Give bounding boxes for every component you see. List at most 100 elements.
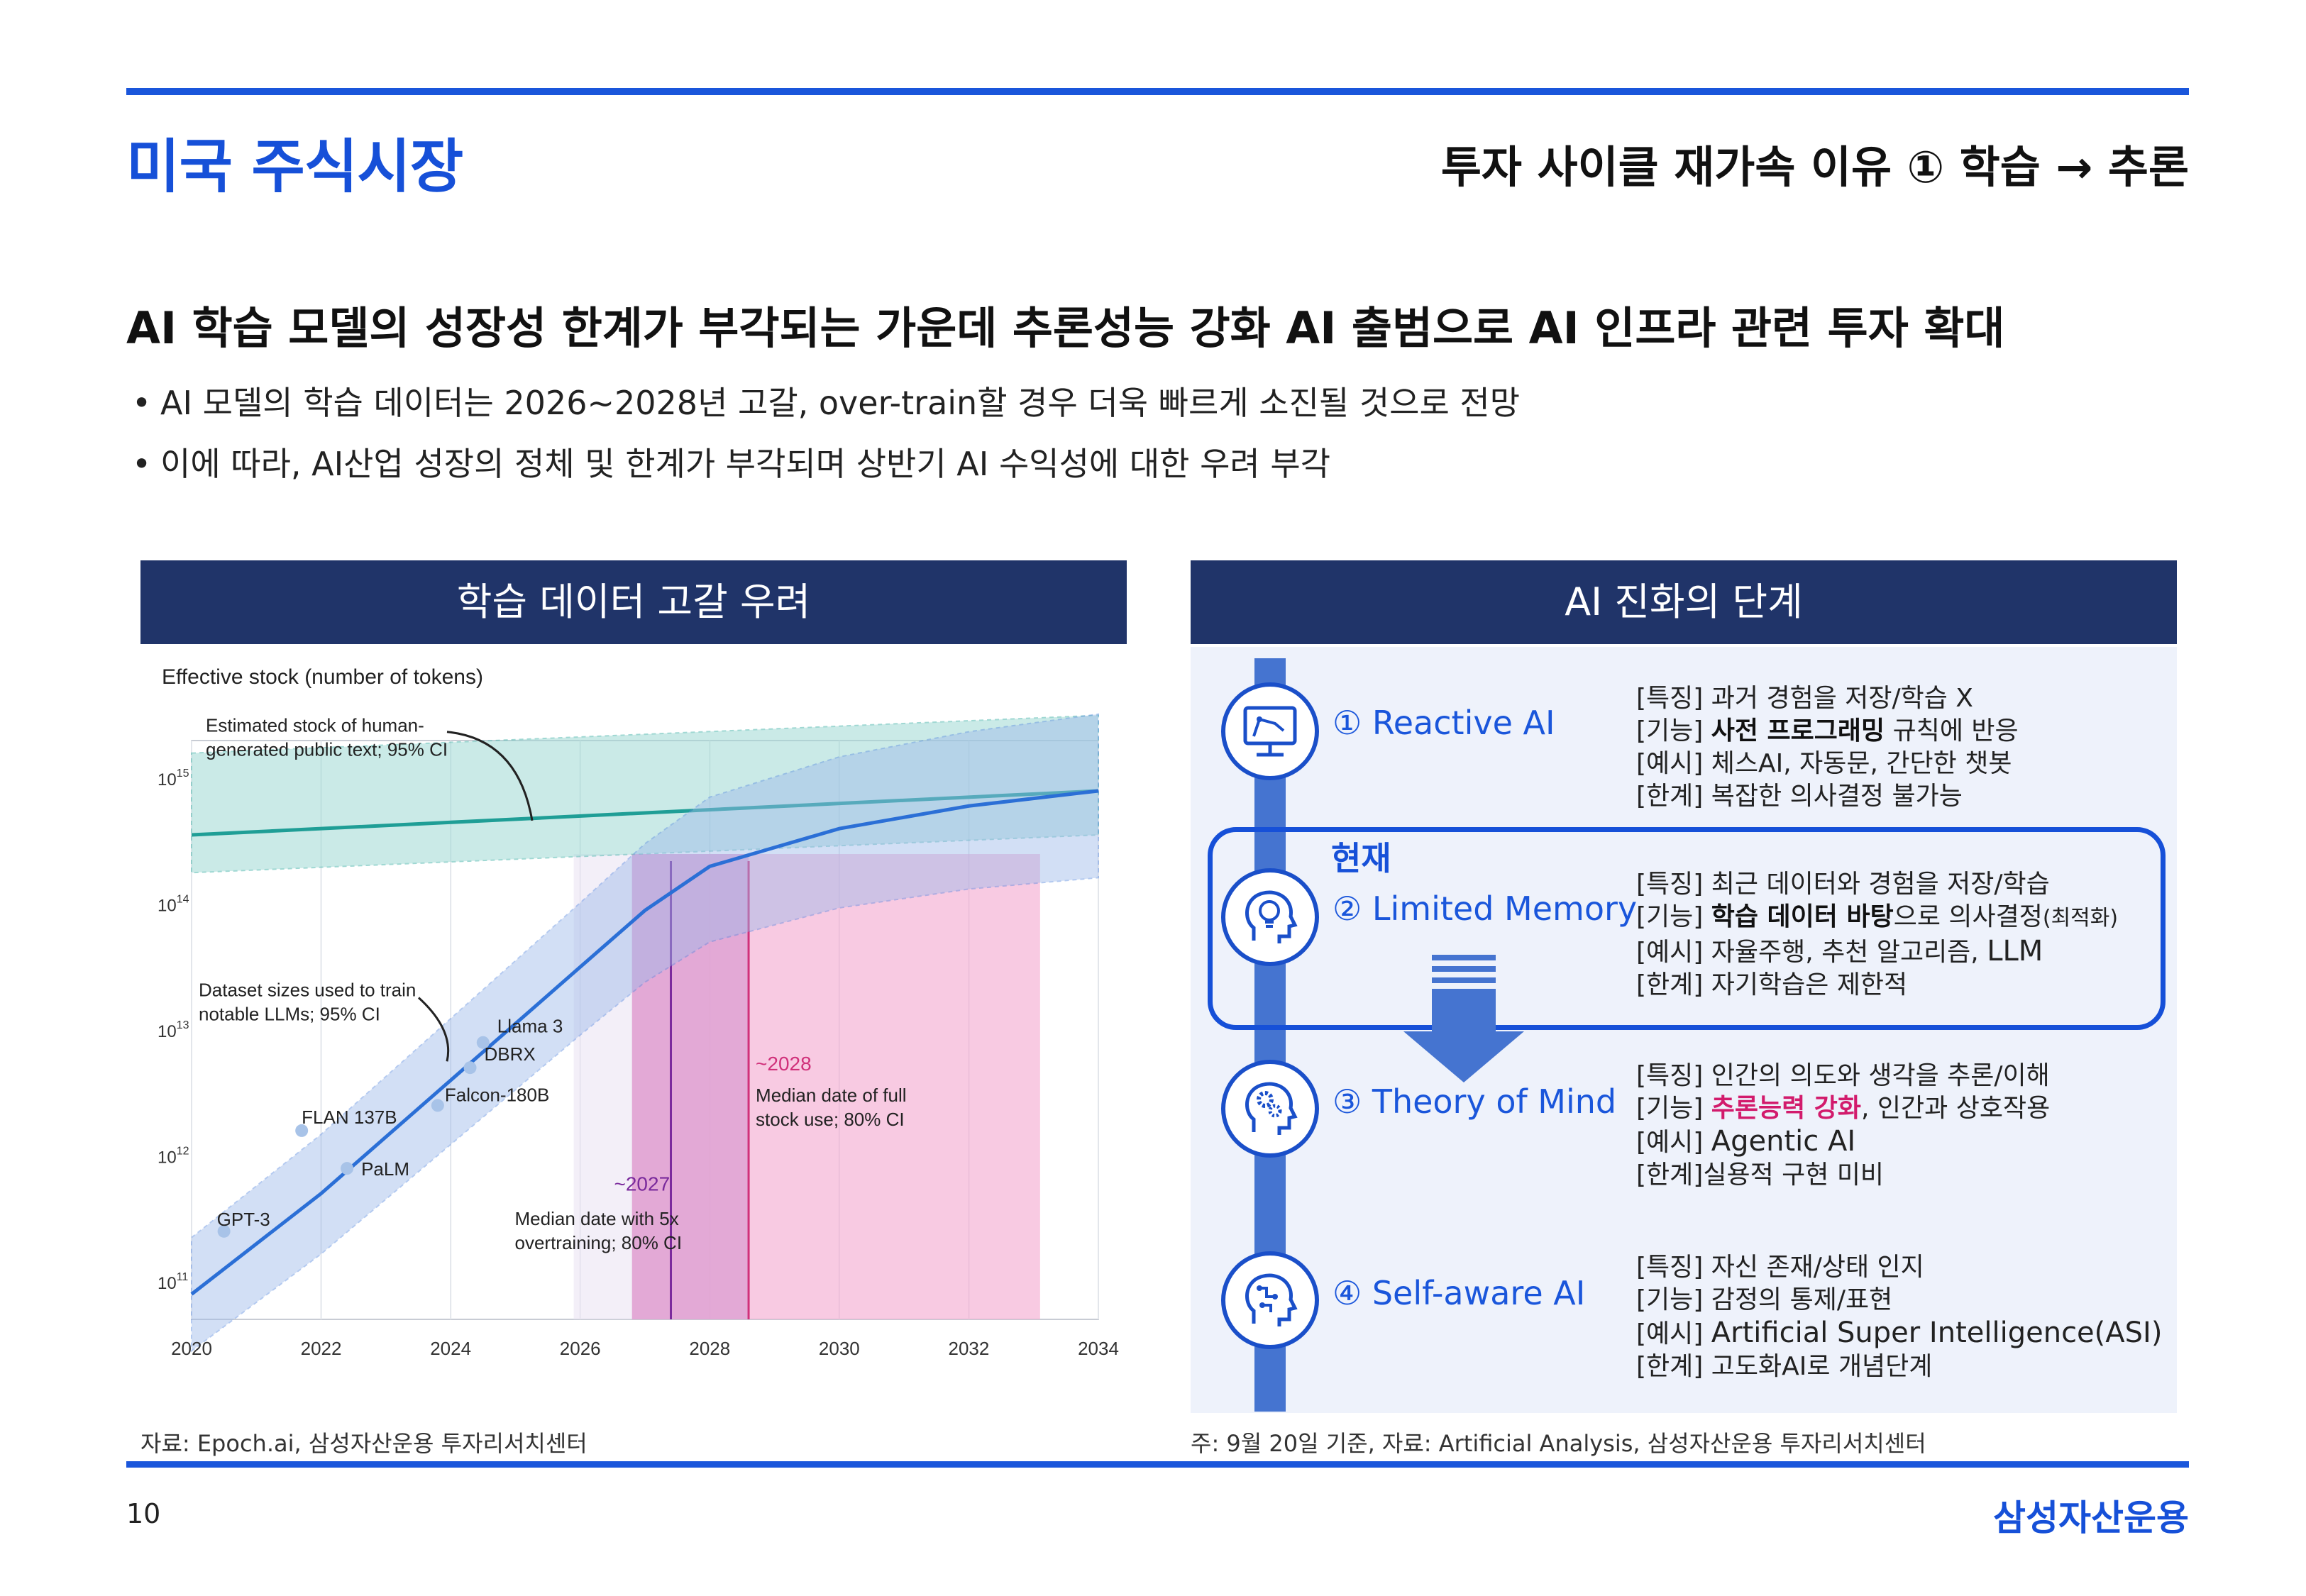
stage-icon-self-aware	[1221, 1251, 1319, 1349]
x-tick-label: 2020	[171, 1338, 212, 1359]
dataset-annotation: notable LLMs; 95% CI	[199, 1004, 380, 1025]
model-label: GPT-3	[217, 1209, 270, 1230]
left-source-note: 자료: Epoch.ai, 삼성자산운용 투자리서치센터	[140, 1430, 587, 1457]
chart-title: Effective stock (number of tokens)	[162, 665, 483, 689]
example-prefix: [예시]	[1636, 1319, 1711, 1348]
page-number: 10	[126, 1498, 161, 1529]
stage-icon-theory-of-mind	[1221, 1060, 1319, 1158]
model-point	[476, 1036, 490, 1049]
chart-svg: Effective stock (number of tokens) GPT-3 F…	[158, 665, 1119, 1359]
stage-feature: [특징] 인간의 의도와 생각을 추론/이해	[1636, 1061, 2050, 1090]
headline: AI 학습 모델의 성장성 한계가 부각되는 가운데 추론성능 강화 AI 출범…	[126, 302, 2005, 354]
dataset-annotation: Dataset sizes used to train	[199, 980, 416, 1001]
right-source-note: 주: 9월 20일 기준, 자료: Artificial Analysis, 삼…	[1191, 1430, 1926, 1457]
stage-desc-theory-of-mind: [특징] 인간의 의도와 생각을 추론/이해 [기능] 추론능력 강화, 인간과…	[1636, 1060, 2050, 1192]
stage-limit: [한계] 고도화AI로 개념단계	[1636, 1352, 1933, 1381]
stock-annotation: generated public text; 95% CI	[206, 739, 448, 760]
page-title: 미국 주식시장	[126, 133, 463, 201]
y-tick-label: 1013	[158, 1019, 189, 1041]
stage-icon-reactive	[1221, 682, 1319, 780]
overtrain-annotation: overtraining; 80% CI	[515, 1232, 683, 1253]
function-bold: 사전 프로그래밍	[1711, 716, 1885, 746]
stage-limit: [한계] 복잡한 의사결정 불가능	[1636, 782, 1963, 811]
function-rest: , 인간과 상호작용	[1861, 1094, 2051, 1123]
example-big: LLM	[1987, 935, 2043, 968]
stage-example: [예시] 자율주행, 추천 알고리즘, LLM	[1636, 935, 2118, 969]
model-label: FLAN 137B	[302, 1107, 397, 1128]
stage-limit: [한계] 자기학습은 제한적	[1636, 970, 1908, 999]
current-stage-frame	[1208, 827, 2166, 1030]
model-label: PaLM	[361, 1158, 409, 1180]
example-big: Agentic AI	[1711, 1125, 1856, 1158]
function-bold: 학습 데이터 바탕	[1711, 902, 1894, 931]
function-prefix: [기능]	[1636, 902, 1711, 931]
model-point	[217, 1224, 231, 1238]
dataset-ci-band	[191, 713, 1099, 1353]
stage-function: [기능] 추론능력 강화, 인간과 상호작용	[1636, 1092, 2050, 1125]
stage-feature: [특징] 과거 경험을 저장/학습 X	[1636, 684, 1973, 713]
model-label: Falcon-180B	[445, 1084, 549, 1105]
ai-evolution-diagram: 현재 ① Reactive AI [특징] 과거 경험을 저장/학습 X [기능…	[1191, 647, 2177, 1413]
model-label: Llama 3	[497, 1016, 563, 1037]
example-prefix: [예시]	[1636, 1128, 1711, 1157]
bullet-item: • AI 모델의 학습 데이터는 2026~2028년 고갈, over-trai…	[132, 384, 1521, 422]
stage-name-self-aware: ④ Self-aware AI	[1333, 1274, 1586, 1312]
bullet-text: AI 모델의 학습 데이터는 2026~2028년 고갈, over-train…	[160, 384, 1521, 422]
bullet-text: 이에 따라, AI산업 성장의 정체 및 한계가 부각되며 상반기 AI 수익성…	[160, 445, 1331, 483]
head-lightbulb-icon	[1245, 890, 1298, 943]
top-rule	[126, 88, 2189, 95]
stage-example: [예시] Agentic AI	[1636, 1125, 2050, 1159]
example-tail: (ASI)	[2094, 1317, 2163, 1349]
stage-name-reactive: ① Reactive AI	[1333, 704, 1555, 742]
x-tick-label: 2022	[301, 1338, 342, 1359]
stage-feature: [특징] 최근 데이터와 경험을 저장/학습	[1636, 870, 2050, 899]
stage-name-theory-of-mind: ③ Theory of Mind	[1333, 1082, 1617, 1121]
overtrain-ci-core	[631, 854, 749, 1319]
full-stock-year-label: ~2028	[756, 1053, 812, 1075]
full-stock-annotation: Median date of full	[756, 1085, 906, 1106]
stock-annotation-arrow	[446, 731, 534, 821]
x-tick-label: 2028	[689, 1338, 730, 1359]
y-tick-label: 1015	[158, 767, 189, 789]
model-point	[431, 1099, 444, 1112]
head-gears-icon	[1245, 1082, 1298, 1135]
brand-logo: 삼성자산운용	[1993, 1497, 2189, 1539]
current-label: 현재	[1331, 839, 1391, 877]
overtrain-year-label: ~2027	[614, 1173, 671, 1195]
x-tick-label: 2034	[1078, 1338, 1119, 1359]
x-tick-label: 2026	[560, 1338, 601, 1359]
stock-median-line	[191, 789, 1099, 837]
model-label: DBRX	[485, 1043, 536, 1065]
bottom-rule	[126, 1461, 2189, 1468]
model-point	[463, 1061, 477, 1075]
y-tick-label: 1011	[158, 1271, 188, 1293]
head-circuit-icon	[1245, 1273, 1298, 1326]
stage-name-limited-memory: ② Limited Memory	[1333, 890, 1638, 928]
stage-example: [예시] 체스AI, 자동문, 간단한 챗봇	[1636, 749, 2012, 778]
right-panel-title: AI 진화의 단계	[1191, 560, 2177, 644]
function-prefix: [기능]	[1636, 1094, 1711, 1123]
stage-function: [기능] 사전 프로그래밍 규칙에 반응	[1636, 715, 2019, 748]
function-rest: 규칙에 반응	[1885, 716, 2019, 746]
full-stock-annotation: stock use; 80% CI	[756, 1109, 905, 1130]
stock-annotation: Estimated stock of human-	[206, 715, 424, 736]
data-exhaustion-chart: Effective stock (number of tokens) GPT-3 F…	[140, 647, 1127, 1397]
stage-desc-limited-memory: [특징] 최근 데이터와 경험을 저장/학습 [기능] 학습 데이터 바탕으로 …	[1636, 868, 2118, 1002]
dataset-annotation-arrow	[417, 997, 450, 1062]
y-tick-label: 1014	[158, 894, 189, 916]
stage-function: [기능] 학습 데이터 바탕으로 의사결정(최적화)	[1636, 901, 2118, 935]
example-big: Artificial Super Intelligence	[1711, 1317, 2095, 1349]
x-tick-label: 2030	[819, 1338, 860, 1359]
page-subtitle: 투자 사이클 재가속 이유 ① 학습 → 추론	[1440, 141, 2189, 193]
stage-limit: [한계]실용적 구현 미비	[1636, 1160, 1885, 1190]
stage-icon-limited-memory	[1221, 868, 1319, 966]
y-tick-label: 1012	[158, 1145, 189, 1167]
stage-feature: [특징] 자신 존재/상태 인지	[1636, 1253, 1924, 1282]
down-arrow-icon	[1403, 955, 1524, 1082]
function-rest: 으로 의사결정	[1893, 902, 2043, 931]
overtrain-annotation: Median date with 5x	[515, 1208, 679, 1229]
stage-function: [기능] 감정의 통제/표현	[1636, 1285, 1893, 1314]
stage-desc-self-aware: [특징] 자신 존재/상태 인지 [기능] 감정의 통제/표현 [예시] Art…	[1636, 1251, 2162, 1383]
stage-desc-reactive: [특징] 과거 경험을 저장/학습 X [기능] 사전 프로그래밍 규칙에 반응…	[1636, 682, 2019, 813]
dataset-median-line	[190, 789, 1099, 1296]
